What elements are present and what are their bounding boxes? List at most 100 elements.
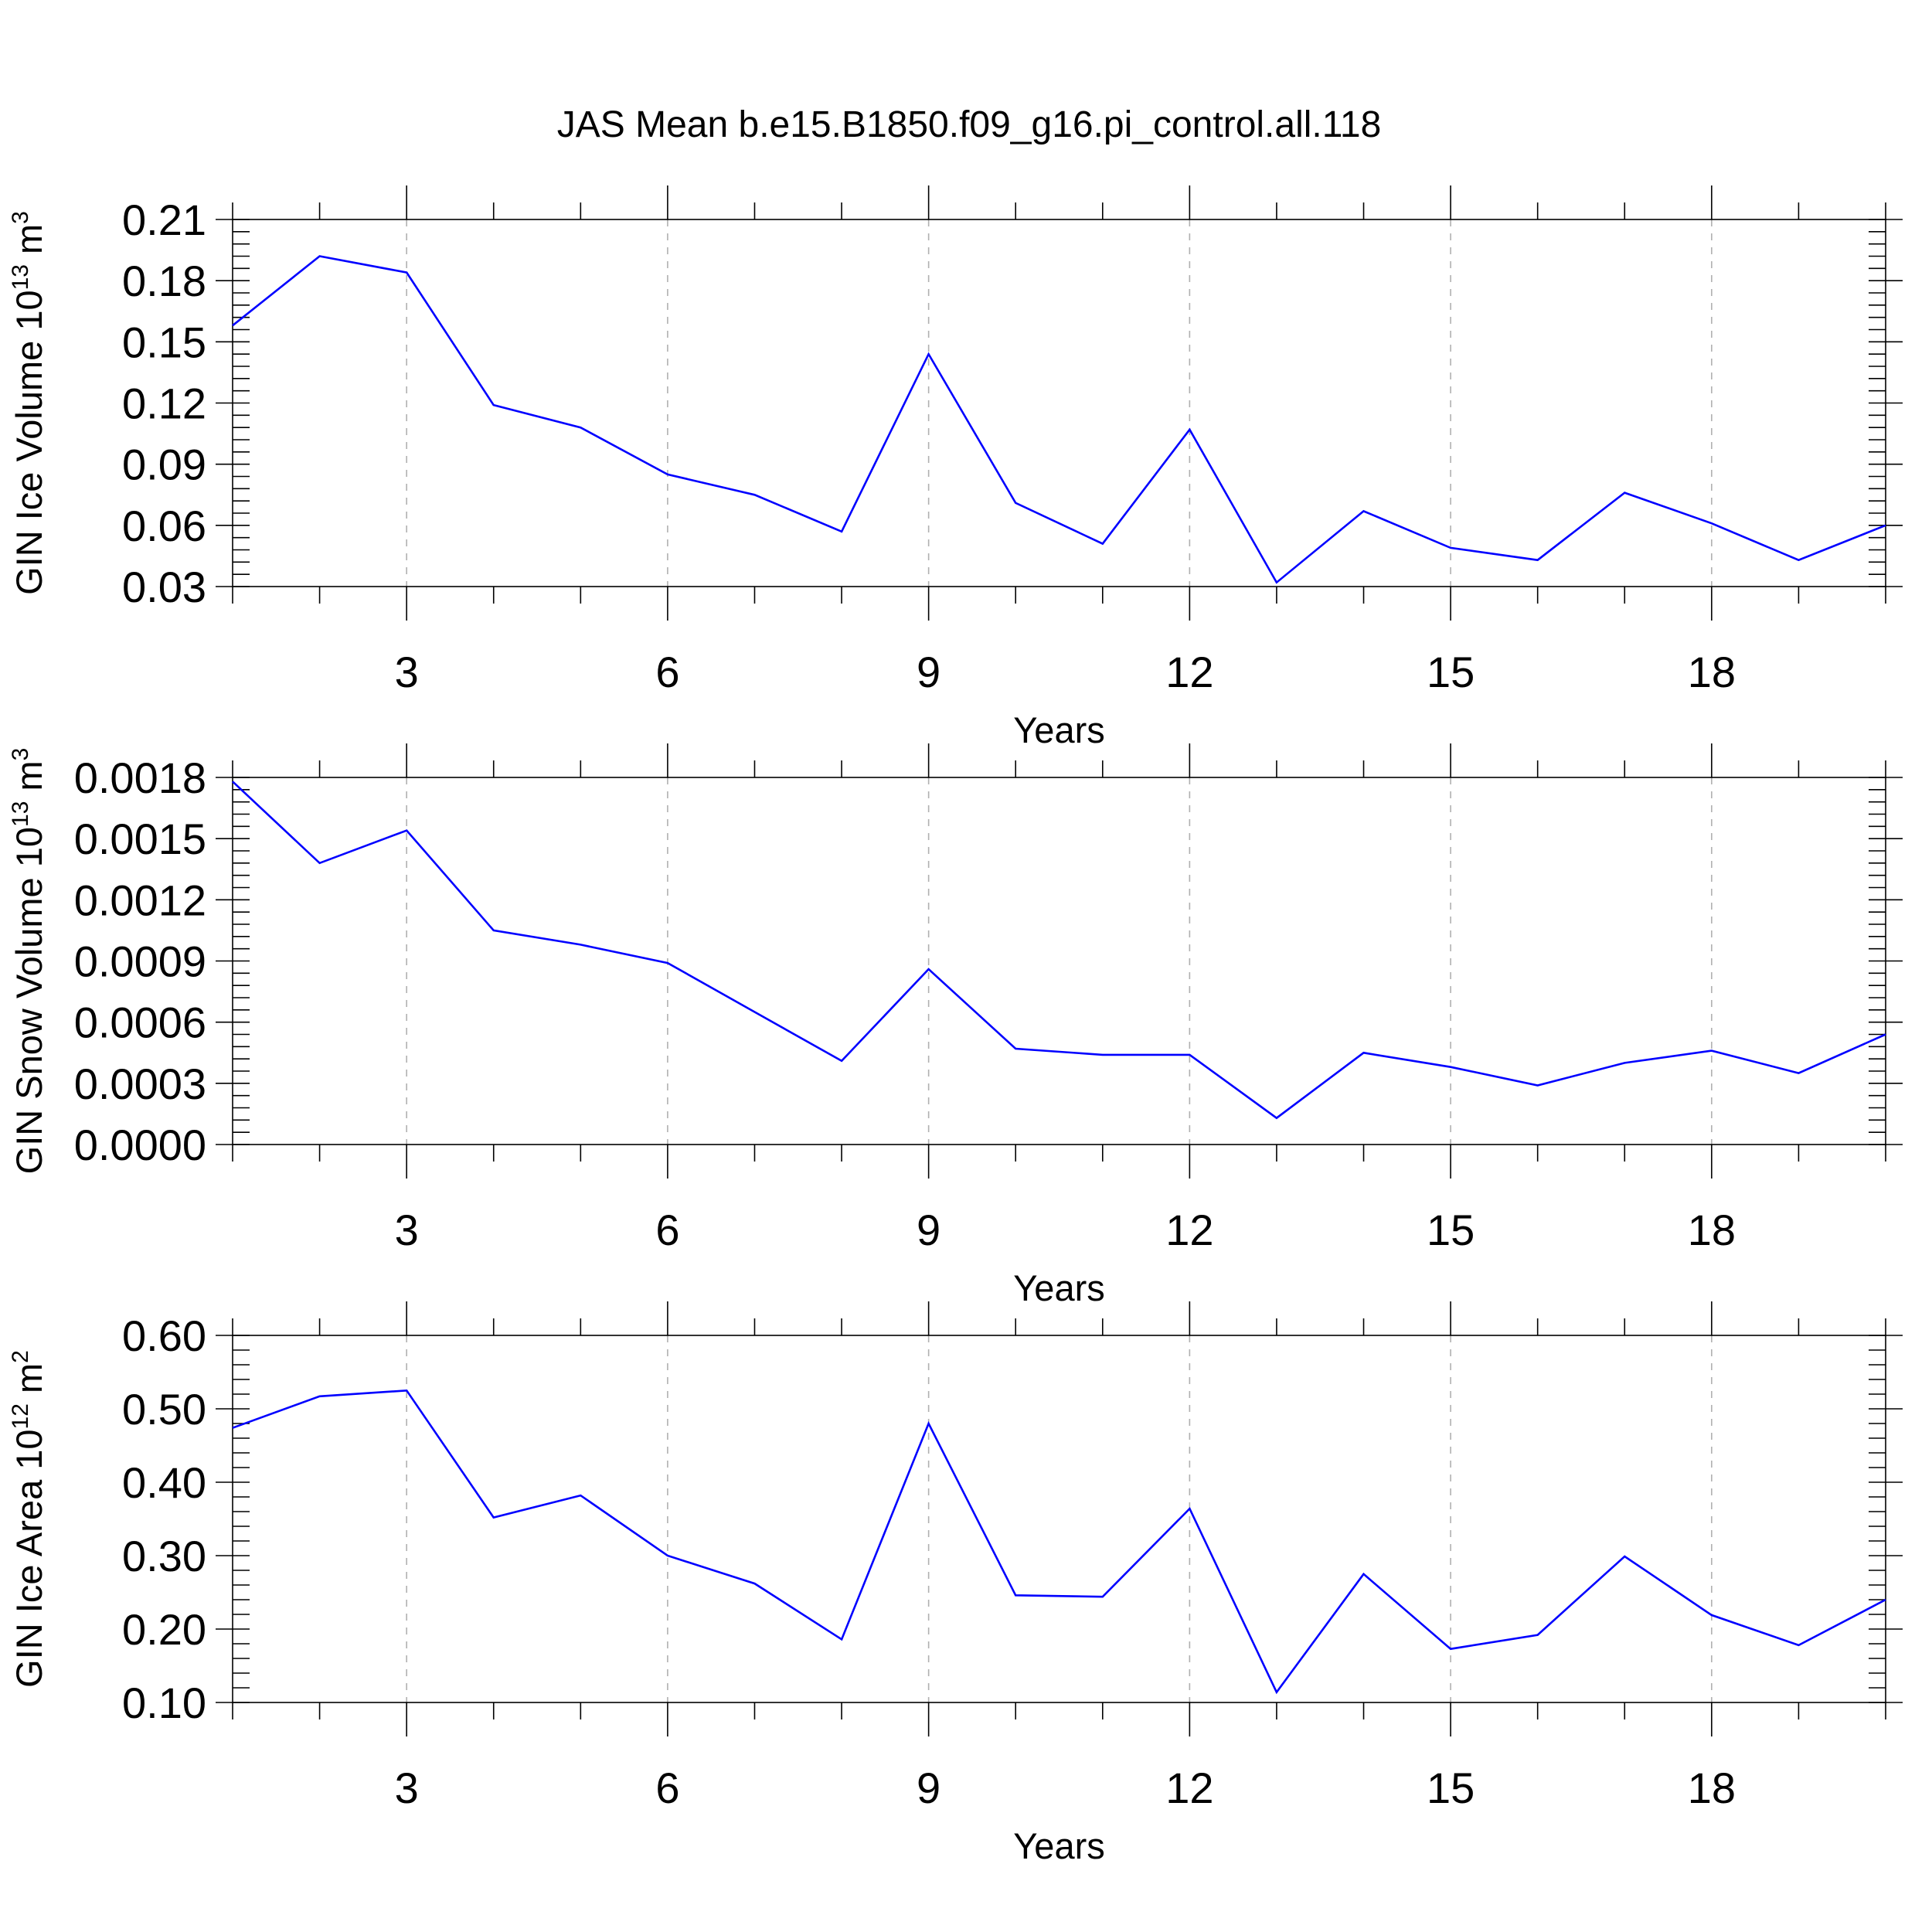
x-tick-label: 12 [1165, 1206, 1213, 1254]
y-tick-label: 0.0006 [74, 998, 206, 1047]
data-point [927, 352, 931, 356]
data-point [1796, 1071, 1801, 1076]
y-tick-label: 0.30 [122, 1532, 206, 1580]
data-point [839, 529, 844, 534]
series-line [232, 255, 1886, 584]
data-point [752, 1581, 757, 1586]
data-point [578, 942, 583, 947]
y-axis-label: GIN Snow Volume 1013 m3 [8, 748, 49, 1175]
data-point [1536, 1083, 1540, 1087]
data-point [752, 1009, 757, 1014]
plot-frame [232, 777, 1886, 1145]
y-axis-label-unit-exponent: 2 [8, 1350, 33, 1363]
data-point [1448, 1065, 1453, 1070]
data-point [665, 1553, 670, 1558]
y-axis-label-unit-exponent: 3 [8, 748, 33, 761]
y-axis-label: GIN Ice Volume 1013 m3 [8, 211, 49, 595]
data-point [1536, 1633, 1540, 1638]
x-tick-label: 3 [395, 1206, 419, 1254]
data-point [578, 425, 583, 430]
data-point [404, 828, 409, 833]
x-tick-label: 15 [1427, 1764, 1475, 1812]
data-point [1883, 1032, 1888, 1037]
data-point [230, 323, 235, 328]
y-tick-label: 0.20 [122, 1605, 206, 1654]
y-tick-label: 0.60 [122, 1311, 206, 1360]
data-point [404, 1388, 409, 1393]
data-point [1796, 558, 1801, 563]
data-point [230, 1426, 235, 1430]
y-tick-label: 0.15 [122, 318, 206, 366]
data-point [492, 403, 496, 407]
x-tick-label: 6 [655, 648, 679, 696]
data-point [230, 779, 235, 784]
data-point [578, 1493, 583, 1498]
data-point [1536, 558, 1540, 563]
data-point [1187, 427, 1192, 432]
data-point [492, 1515, 496, 1520]
x-tick-label: 3 [395, 648, 419, 696]
series-line [232, 781, 1886, 1120]
data-point [665, 472, 670, 477]
data-point [927, 967, 931, 971]
data-point [1100, 542, 1105, 546]
y-axis-label-unit: m [9, 1363, 49, 1403]
x-tick-label: 6 [655, 1206, 679, 1254]
data-point [1622, 1060, 1627, 1065]
data-point [1448, 546, 1453, 550]
data-point [318, 1394, 322, 1399]
y-tick-label: 0.06 [122, 502, 206, 550]
x-tick-label: 15 [1427, 1206, 1475, 1254]
x-tick-label: 15 [1427, 648, 1475, 696]
data-point [1274, 580, 1279, 585]
y-tick-label: 0.18 [122, 257, 206, 305]
y-axis-label-exponent: 13 [8, 264, 33, 290]
x-tick-label: 3 [395, 1764, 419, 1812]
x-tick-label: 9 [917, 1206, 940, 1254]
data-point [404, 270, 409, 275]
data-point [1274, 1690, 1279, 1695]
data-point [927, 1421, 931, 1426]
x-tick-label: 18 [1688, 1764, 1736, 1812]
panel-2: 0.0000 0.0003 0.0006 0.0009 0.0012 0.0015 0.00… [8, 743, 1903, 1308]
y-axis-label-unit: m [9, 760, 49, 801]
x-tick-label: 18 [1688, 1206, 1736, 1254]
y-tick-label: 0.03 [122, 563, 206, 611]
data-point [1883, 1597, 1888, 1602]
data-point [1448, 1647, 1453, 1651]
panel-3: 0.10 0.20 0.30 0.40 0.50 0.60 3 6 9 12 15 18 Years GI… [8, 1301, 1903, 1866]
y-axis-label-exponent: 13 [8, 801, 33, 827]
y-tick-label: 0.40 [122, 1458, 206, 1507]
data-point [1274, 1116, 1279, 1121]
data-point [665, 961, 670, 965]
y-axis-label-text: GIN Ice Area 10 [9, 1429, 49, 1687]
y-axis-label-exponent: 12 [8, 1403, 33, 1429]
x-axis-label: Years [1013, 1825, 1104, 1866]
data-point [1362, 1050, 1366, 1055]
y-tick-label: 0.0018 [74, 753, 206, 802]
x-tick-label: 6 [655, 1764, 679, 1812]
y-tick-label: 0.21 [122, 196, 206, 244]
data-point [1187, 1053, 1192, 1057]
x-tick-label: 9 [917, 1764, 940, 1812]
data-point [1362, 509, 1366, 513]
x-tick-label: 18 [1688, 648, 1736, 696]
data-point [1883, 523, 1888, 528]
data-point [1709, 1049, 1714, 1053]
y-tick-label: 0.0012 [74, 876, 206, 924]
y-tick-label: 0.0009 [74, 937, 206, 986]
x-tick-label: 12 [1165, 1764, 1213, 1812]
panel-1: 0.03 0.06 0.09 0.12 0.15 0.18 0.21 3 6 9 12 15 18 Yea… [8, 185, 1903, 750]
x-tick-label: 9 [917, 648, 940, 696]
data-point [318, 254, 322, 259]
y-tick-label: 0.50 [122, 1385, 206, 1434]
data-point [839, 1637, 844, 1641]
y-tick-label: 0.10 [122, 1679, 206, 1727]
data-point [318, 861, 322, 866]
y-axis-label-text: GIN Ice Volume 10 [9, 290, 49, 594]
y-tick-label: 0.0003 [74, 1060, 206, 1108]
data-point [1013, 501, 1018, 505]
series-line [232, 1389, 1886, 1695]
data-point [752, 492, 757, 497]
